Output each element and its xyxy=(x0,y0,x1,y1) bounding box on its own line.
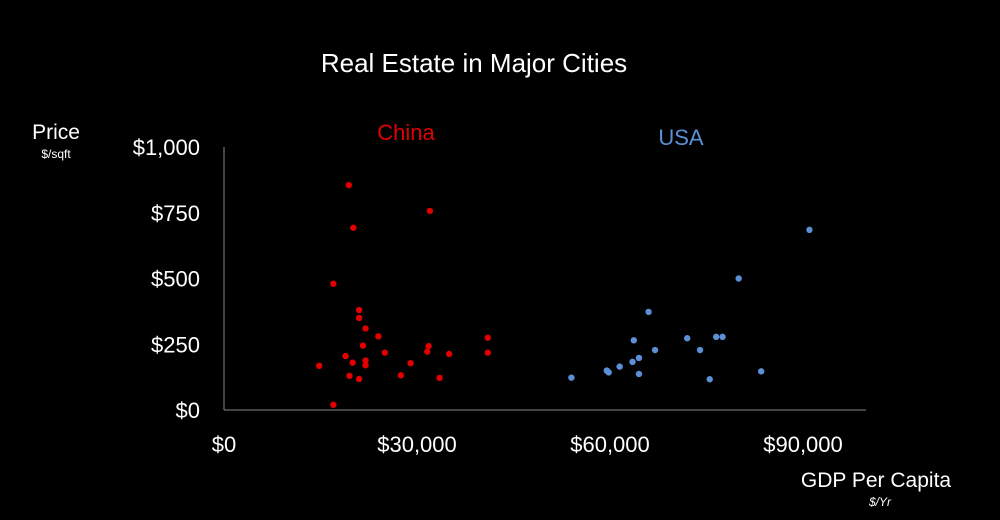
data-point-usa xyxy=(719,333,726,341)
x-tick-label: $0 xyxy=(212,432,236,457)
x-tick-labels: $0 $30,000 $60,000 $90,000 xyxy=(212,432,843,457)
data-point-usa xyxy=(616,363,623,370)
data-point-china xyxy=(355,375,363,383)
x-tick-label: $60,000 xyxy=(570,432,650,457)
data-point-china xyxy=(355,306,363,314)
data-point-china xyxy=(375,333,382,340)
y-axis-label: Price xyxy=(32,121,80,144)
data-point-usa xyxy=(806,226,813,234)
data-point-china xyxy=(362,362,369,369)
data-point-china xyxy=(345,181,353,189)
data-point-china xyxy=(359,342,367,349)
data-point-china xyxy=(362,357,369,364)
data-point-usa xyxy=(684,335,691,342)
x-tick-label: $90,000 xyxy=(763,432,843,457)
data-point-china xyxy=(426,207,434,215)
y-tick-label: $0 xyxy=(176,398,200,423)
y-tick-labels: $0 $250 $500 $750 $1,000 xyxy=(133,135,200,423)
data-point-china xyxy=(349,359,356,366)
data-point-china xyxy=(436,374,443,382)
y-tick-label: $500 xyxy=(151,267,200,292)
data-point-china xyxy=(484,349,491,356)
y-axis-unit: $/sqft xyxy=(41,147,71,161)
data-point-usa xyxy=(757,368,765,375)
data-point-usa xyxy=(635,370,643,378)
x-axis-label: GDP Per Capita xyxy=(801,469,951,492)
x-axis-unit: $/Yr xyxy=(868,495,892,509)
data-point-usa xyxy=(651,346,659,354)
data-points xyxy=(316,181,813,408)
y-tick-label: $1,000 xyxy=(133,135,200,160)
data-point-china xyxy=(381,349,389,356)
series-label-china: China xyxy=(377,120,435,145)
data-point-china xyxy=(346,372,353,380)
data-point-china xyxy=(407,359,414,367)
data-point-china xyxy=(425,342,432,350)
data-point-china xyxy=(397,372,405,379)
data-point-china xyxy=(424,348,431,355)
y-tick-label: $250 xyxy=(151,332,200,357)
chart-title: Real Estate in Major Cities xyxy=(321,48,627,78)
data-point-usa xyxy=(630,337,638,344)
data-point-usa xyxy=(735,275,742,282)
data-point-usa xyxy=(706,376,713,383)
data-point-usa xyxy=(645,308,652,316)
data-point-usa xyxy=(629,358,636,366)
y-tick-label: $750 xyxy=(151,201,200,226)
data-point-china xyxy=(330,401,337,408)
data-point-usa xyxy=(696,346,704,354)
data-point-usa xyxy=(712,333,720,341)
data-point-china xyxy=(330,280,337,287)
data-point-usa xyxy=(605,369,612,376)
data-point-china xyxy=(362,325,369,332)
data-point-china xyxy=(445,350,453,358)
data-point-china xyxy=(355,314,363,322)
data-point-china xyxy=(350,224,357,231)
series-label-usa: USA xyxy=(658,125,704,150)
data-point-china xyxy=(316,362,323,370)
x-tick-label: $30,000 xyxy=(377,432,457,457)
data-point-china xyxy=(342,352,349,360)
data-point-usa xyxy=(635,354,643,362)
data-point-china xyxy=(484,334,491,341)
data-point-usa xyxy=(568,374,575,381)
